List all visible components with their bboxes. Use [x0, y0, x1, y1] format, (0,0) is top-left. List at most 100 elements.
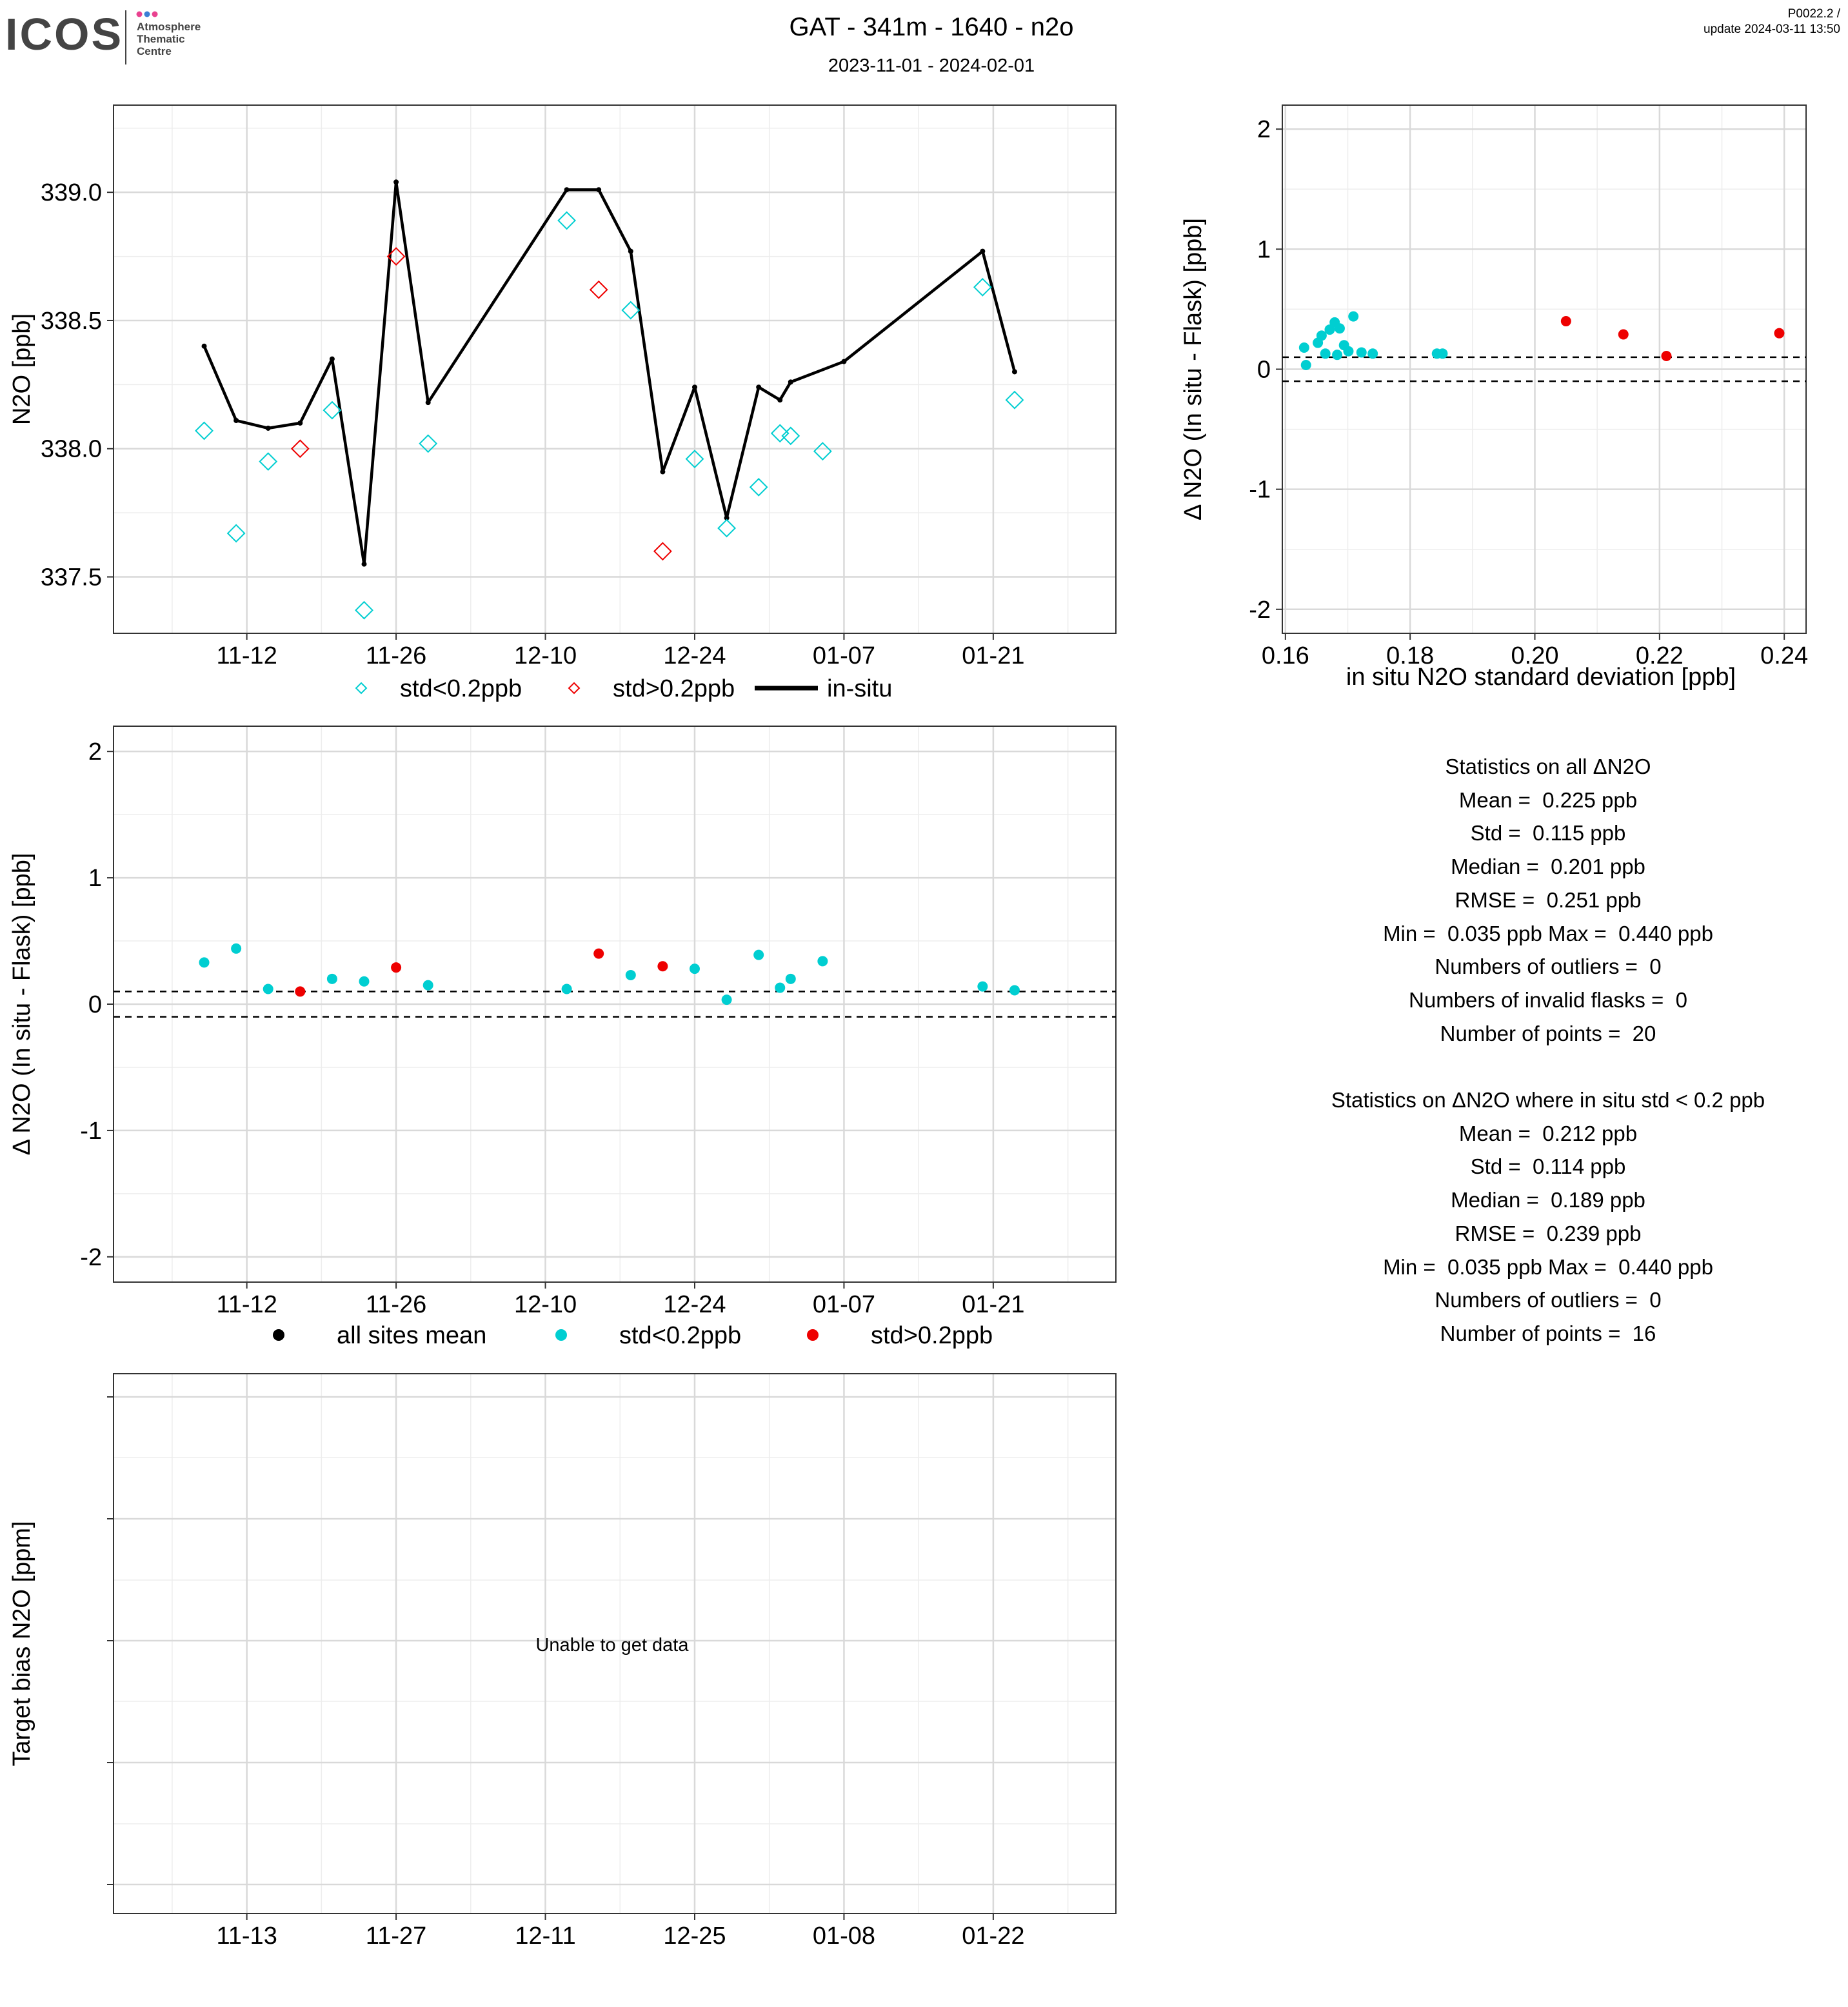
x-tick-label: 0.18 [1386, 642, 1434, 669]
stats-line: Number of points = 16 [1440, 1321, 1656, 1345]
stats-line: RMSE = 0.239 ppb [1455, 1221, 1642, 1245]
point-low-std [689, 964, 700, 974]
x-tick-label: 12-24 [663, 1291, 726, 1318]
x-tick-label: 12-11 [515, 1923, 575, 1950]
flask-diamond-low-std [1005, 390, 1024, 410]
stats-line: Number of points = 20 [1440, 1021, 1656, 1045]
y-tick-label: 0 [1257, 357, 1271, 384]
stats-line: Numbers of outliers = 0 [1435, 954, 1662, 979]
x-axis-label: in situ N2O standard deviation [ppb] [1346, 664, 1736, 691]
x-tick-label: 0.24 [1760, 642, 1808, 669]
point-low-std [359, 976, 370, 987]
flask-diamond-low-std [226, 524, 246, 543]
x-tick-label: 01-21 [962, 642, 1024, 669]
stats-line: Std = 0.114 ppb [1470, 1154, 1626, 1179]
y-axis-label: N2O [ppb] [8, 313, 35, 425]
legend-label: std>0.2ppb [613, 675, 735, 702]
no-data-message: Unable to get data [535, 1635, 689, 1656]
y-tick-label: -2 [80, 1244, 102, 1271]
point-high-std [593, 948, 604, 959]
y-tick-label: 339.0 [41, 179, 102, 206]
flask-diamond-low-std [419, 434, 438, 453]
in-situ-point [201, 343, 207, 349]
y-axis-label: Δ N2O (In situ - Flask) [ppb] [1180, 218, 1207, 520]
update-label: update 2024-03-11 13:50 [1704, 23, 1840, 36]
flask-diamond-low-std [770, 424, 790, 443]
x-tick-label: 11-12 [216, 642, 277, 669]
x-tick-label: 0.22 [1636, 642, 1684, 669]
y-axis-label: Δ N2O (In situ - Flask) [ppb] [8, 853, 35, 1156]
in-situ-point [393, 179, 399, 185]
icos-logo: ICOS Atmosphere Thematic Centre [5, 9, 201, 64]
x-tick-label: 11-12 [216, 1291, 277, 1318]
point-low-std [1298, 342, 1309, 353]
page-title: GAT - 341m - 1640 - n2o [789, 13, 1074, 41]
flask-diamond-low-std [355, 600, 373, 620]
logo-dot-2 [144, 11, 150, 17]
page-subtitle: 2023-11-01 - 2024-02-01 [828, 55, 1035, 76]
in-situ-point [425, 400, 431, 406]
stats-line: RMSE = 0.251 ppb [1455, 887, 1642, 912]
flask-diamond-high-std [653, 542, 672, 561]
point-low-std [1300, 359, 1311, 370]
point-high-std [1560, 316, 1571, 327]
in-situ-point [361, 561, 367, 567]
point-low-std [775, 982, 786, 993]
y-tick-label: 337.5 [41, 564, 102, 591]
y-tick-label: -2 [1249, 597, 1271, 624]
flask-diamond-high-std [386, 247, 406, 266]
version-info: P0022.2 / update 2024-03-11 13:50 [1704, 6, 1840, 37]
x-tick-label: 12-10 [514, 1291, 577, 1318]
point-low-std [1332, 350, 1343, 361]
stats-line: Numbers of invalid flasks = 0 [1409, 987, 1687, 1012]
point-low-std [1367, 348, 1378, 359]
y-tick-label: 2 [1257, 116, 1271, 143]
y-tick-label: 1 [88, 865, 102, 892]
x-tick-label: 11-13 [216, 1923, 277, 1950]
point-low-std [326, 973, 337, 984]
flask-diamond-low-std [813, 442, 832, 461]
logo-sub-3: Centre [137, 45, 172, 57]
x-tick-label: 01-07 [813, 642, 875, 669]
flask-diamond-high-std [290, 439, 310, 459]
point-low-std [625, 969, 636, 980]
stats-line: Min = 0.035 ppb Max = 0.440 ppb [1383, 921, 1713, 945]
legend-label: std>0.2ppb [871, 1322, 993, 1349]
point-low-std [1356, 347, 1367, 358]
x-tick-label: 01-08 [813, 1923, 875, 1950]
flask-diamond-low-std [781, 426, 800, 446]
point-low-std [1437, 348, 1448, 359]
in-situ-point [777, 397, 783, 403]
stats-line: Median = 0.189 ppb [1451, 1188, 1645, 1212]
flask-diamond-low-std [685, 450, 704, 469]
in-situ-point [980, 248, 986, 254]
in-situ-point [756, 384, 762, 390]
flask-diamond-low-std [717, 519, 736, 538]
y-tick-label: 0 [88, 991, 102, 1018]
legend-marker-all-sites [273, 1329, 284, 1341]
x-tick-label: 0.16 [1262, 642, 1309, 669]
in-situ-line [203, 181, 1017, 566]
stats-filtered-panel: Statistics on ΔN2O where in situ std < 0… [1226, 1083, 1848, 1350]
stats-line: Statistics on ΔN2O where in situ std < 0… [1331, 1088, 1765, 1112]
point-low-std [561, 984, 572, 994]
point-low-std [231, 943, 242, 954]
legend-marker-high-std [807, 1329, 819, 1341]
flask-diamond-low-std [259, 452, 278, 471]
y-tick-label: 2 [88, 738, 102, 766]
x-tick-label: 12-25 [663, 1923, 726, 1950]
target-bias-frame [113, 1373, 1117, 1914]
logo-sub-2: Thematic [137, 33, 185, 45]
point-high-std [391, 962, 402, 973]
in-situ-point [265, 425, 271, 431]
x-tick-label: 01-07 [813, 1291, 875, 1318]
logo-dot-1 [136, 11, 143, 17]
point-low-std [977, 981, 988, 992]
flask-diamond-low-std [749, 477, 768, 497]
stats-all-panel: Statistics on all ΔN2O Mean = 0.225 ppb St… [1226, 750, 1848, 1050]
in-situ-point [841, 359, 847, 364]
logo-sub-1: Atmosphere [137, 21, 201, 33]
x-tick-label: 12-10 [514, 642, 577, 669]
flask-diamond-high-std [589, 280, 608, 299]
point-low-std [1324, 324, 1335, 335]
